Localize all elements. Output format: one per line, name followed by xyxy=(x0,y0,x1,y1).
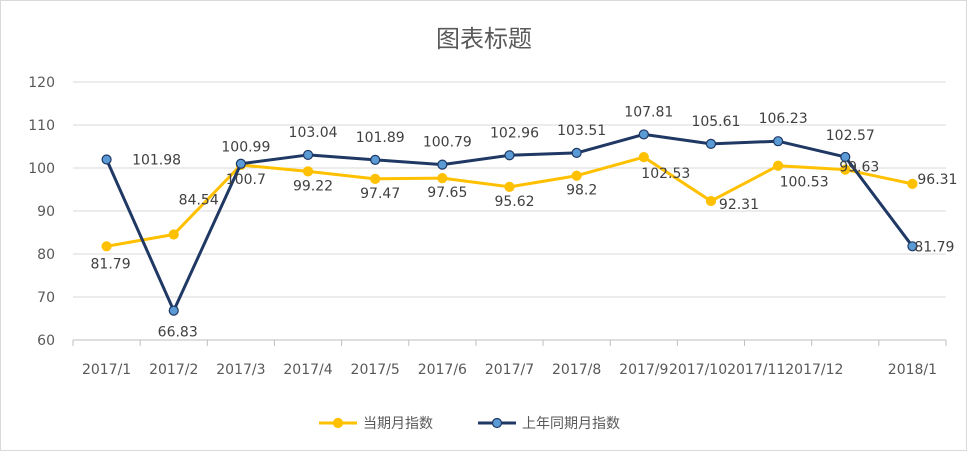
axes: 60 70 80 90 100 110 120 2017/1 2017/2 2017/3 2017/… xyxy=(28,75,947,378)
series-1-point xyxy=(437,173,448,184)
series-1-point xyxy=(638,152,649,163)
series-2-point xyxy=(773,136,784,147)
series-2-point xyxy=(907,241,918,252)
legend-swatch-marker xyxy=(332,417,344,429)
series-2-point xyxy=(705,138,717,149)
x-tick-label: 2017/7 xyxy=(485,362,534,378)
legend-label: 当期月指数 xyxy=(363,416,433,432)
data-label: 106.23 xyxy=(759,111,808,127)
y-tick-label: 80 xyxy=(37,247,55,263)
x-tick-label: 2017/4 xyxy=(283,362,332,378)
data-label: 97.47 xyxy=(360,186,400,202)
series-1-point xyxy=(773,160,784,171)
y-tick-label: 90 xyxy=(37,204,55,220)
data-label: 99.22 xyxy=(293,178,333,194)
data-label: 102.96 xyxy=(490,125,539,141)
series-2-point xyxy=(840,151,851,163)
data-label: 105.61 xyxy=(691,114,740,130)
series-1-point xyxy=(302,166,314,177)
data-label: 102.53 xyxy=(641,166,690,182)
series-2-point xyxy=(101,154,112,165)
data-label: 97.65 xyxy=(427,185,467,201)
x-tick-label: 2018/1 xyxy=(888,362,937,378)
series xyxy=(101,129,918,316)
series-2-point xyxy=(168,305,179,316)
y-tick-label: 120 xyxy=(28,75,55,91)
chart-title: 图表标题 xyxy=(436,25,532,53)
data-label: 100.53 xyxy=(780,175,829,191)
series-1-point xyxy=(705,195,717,207)
x-tick-label: 2017/102017/112017/12 xyxy=(669,362,843,378)
x-tick-label: 2017/1 xyxy=(82,362,131,378)
data-labels: 81.79 84.54 100.7 99.22 97.47 97.65 95.62 98.2 1… xyxy=(91,104,958,340)
data-label: 101.98 xyxy=(132,152,181,168)
data-label: 103.51 xyxy=(557,123,606,139)
data-label: 81.79 xyxy=(91,256,131,272)
x-tick-label: 2017/9 xyxy=(619,362,668,378)
data-label: 96.31 xyxy=(917,172,957,188)
series-1-point xyxy=(504,181,515,192)
data-label: 107.81 xyxy=(624,104,673,120)
series-2-point xyxy=(638,129,649,140)
legend-label: 上年同期月指数 xyxy=(522,416,620,432)
series-2-point xyxy=(437,159,448,170)
series-line-2 xyxy=(105,132,914,313)
data-label: 103.04 xyxy=(289,125,338,141)
data-label: 81.79 xyxy=(914,239,954,255)
series-2-point xyxy=(235,158,246,169)
gridlines xyxy=(73,81,946,341)
y-tick-label: 60 xyxy=(37,333,55,349)
series-2-point xyxy=(370,154,381,165)
series-1-point xyxy=(101,241,112,252)
x-tick-label: 2017/6 xyxy=(418,362,467,378)
series-2-point xyxy=(302,149,314,161)
data-label: 66.83 xyxy=(158,325,198,341)
data-label: 101.89 xyxy=(356,130,405,146)
legend: 当期月指数 上年同期月指数 xyxy=(319,416,620,432)
data-label: 95.62 xyxy=(494,194,534,210)
y-tick-label: 70 xyxy=(37,290,55,306)
y-tick-label: 110 xyxy=(28,118,55,134)
y-tick-label: 100 xyxy=(28,161,55,177)
series-1-point xyxy=(168,229,179,240)
series-2-point xyxy=(504,150,515,161)
data-label: 99.63 xyxy=(839,160,879,176)
x-tick-label: 2017/5 xyxy=(351,362,400,378)
x-tick-label: 2017/2 xyxy=(149,362,198,378)
data-label: 92.31 xyxy=(719,197,759,213)
data-label: 100.99 xyxy=(221,140,270,156)
series-1-point xyxy=(370,173,381,184)
series-1-point xyxy=(907,178,918,189)
legend-swatch-marker xyxy=(491,417,503,429)
data-label: 98.2 xyxy=(566,183,597,199)
x-tick-label: 2017/8 xyxy=(552,362,601,378)
series-2-point xyxy=(571,147,582,159)
data-label: 100.7 xyxy=(226,172,266,188)
x-tick-label: 2017/3 xyxy=(216,362,265,378)
series-1-point xyxy=(840,164,851,175)
data-label: 102.57 xyxy=(826,128,875,144)
data-label: 100.79 xyxy=(423,135,472,151)
series-1-point xyxy=(571,170,582,181)
data-label: 84.54 xyxy=(179,192,219,208)
